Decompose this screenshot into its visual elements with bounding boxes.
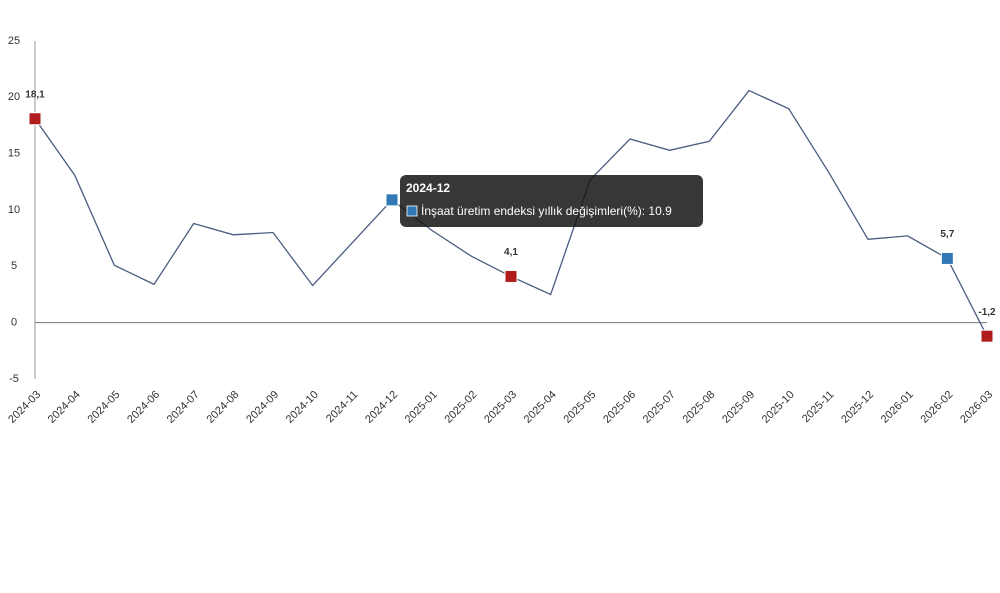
y-tick-label: 15 [8,148,20,160]
y-tick-label: 0 [11,317,17,329]
x-tick-label: 2025-09 [720,389,757,426]
tooltip-box [400,175,703,227]
x-tick-label: 2024-06 [125,389,162,426]
x-tick-label: 2025-06 [601,389,638,426]
value-label: 4,1 [504,247,518,258]
point-marker [940,251,954,265]
y-tick-label: -5 [9,373,19,385]
tooltip-text: İnşaat üretim endeksi yıllık değişimleri… [421,204,672,218]
point-marker [980,329,994,343]
y-tick-label: 20 [8,91,20,103]
x-tick-label: 2025-03 [482,389,519,426]
value-label: -1,2 [978,307,996,318]
tooltip-title: 2024-12 [406,181,450,195]
tooltip-swatch [406,205,418,217]
x-tick-label: 2025-02 [442,389,479,426]
x-tick-label: 2024-10 [284,389,321,426]
point-marker [28,112,42,126]
y-tick-label: 10 [8,204,20,216]
x-tick-label: 2024-04 [46,389,83,426]
x-tick-label: 2025-10 [760,389,797,426]
x-tick-label: 2025-05 [561,389,598,426]
x-tick-label: 2024-12 [363,389,400,426]
x-tick-label: 2024-09 [244,389,281,426]
x-tick-label: 2026-01 [879,389,916,426]
x-tick-label: 2024-03 [6,389,43,426]
x-tick-label: 2026-02 [918,389,955,426]
value-label: 5,7 [940,229,954,240]
x-tick-label: 2025-07 [641,389,678,426]
x-tick-label: 2025-11 [800,389,836,425]
point-marker [504,269,518,283]
x-tick-label: 2024-11 [324,389,360,425]
point-marker [385,193,399,207]
x-tick-label: 2024-05 [85,389,122,426]
y-tick-label: 25 [8,35,20,47]
y-tick-label: 5 [11,260,17,272]
x-tick-label: 2025-12 [839,389,876,426]
x-tick-label: 2025-01 [403,389,440,426]
x-tick-label: 2025-08 [680,389,717,426]
x-tick-label: 2024-08 [204,389,241,426]
value-label: 18,1 [25,89,45,100]
x-tick-label: 2026-03 [958,389,995,426]
x-tick-label: 2025-04 [522,389,559,426]
tooltip: 2024-12 İnşaat üretim endeksi yıllık deği… [400,175,703,227]
x-tick-label: 2024-07 [165,389,202,426]
